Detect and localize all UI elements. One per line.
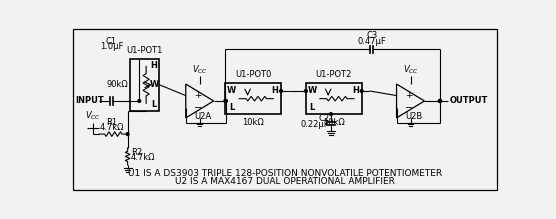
- Text: L: L: [151, 100, 157, 109]
- Text: 0.22μF: 0.22μF: [301, 120, 330, 129]
- Text: 10kΩ: 10kΩ: [242, 118, 264, 127]
- Text: $V_{CC}$: $V_{CC}$: [192, 64, 207, 76]
- Circle shape: [280, 90, 282, 92]
- Text: U2 IS A MAX4167 DUAL OPERATIONAL AMPLIFIER: U2 IS A MAX4167 DUAL OPERATIONAL AMPLIFI…: [175, 177, 395, 185]
- Text: R1: R1: [107, 118, 118, 127]
- Circle shape: [305, 90, 307, 92]
- Text: U1-POT2: U1-POT2: [316, 71, 352, 79]
- Text: H: H: [151, 61, 157, 70]
- Text: $V_{CC}$: $V_{CC}$: [85, 109, 101, 122]
- Text: 4.7kΩ: 4.7kΩ: [131, 154, 155, 162]
- Text: U1-POT1: U1-POT1: [126, 46, 163, 55]
- Text: R2: R2: [131, 148, 142, 157]
- Text: +: +: [405, 91, 413, 100]
- Text: 4.7kΩ: 4.7kΩ: [100, 123, 125, 132]
- Text: U2B: U2B: [405, 112, 422, 121]
- Text: INPUT: INPUT: [76, 97, 105, 106]
- Circle shape: [360, 90, 363, 92]
- Circle shape: [138, 100, 141, 102]
- Text: H: H: [352, 87, 359, 95]
- Circle shape: [439, 100, 441, 102]
- Text: +: +: [195, 91, 202, 100]
- Text: W: W: [307, 87, 317, 95]
- Text: H: H: [271, 87, 279, 95]
- Circle shape: [224, 100, 227, 102]
- Text: C1: C1: [106, 37, 117, 46]
- Bar: [130, 59, 160, 111]
- Text: L: L: [310, 103, 315, 112]
- Bar: [225, 83, 281, 114]
- Text: −: −: [194, 103, 202, 113]
- Circle shape: [330, 113, 332, 115]
- Text: −: −: [405, 103, 413, 113]
- Circle shape: [438, 99, 441, 102]
- Text: U1-POT0: U1-POT0: [235, 71, 271, 79]
- Bar: [306, 83, 361, 114]
- Text: 0.47μF: 0.47μF: [358, 37, 386, 46]
- Text: C3: C3: [366, 31, 378, 40]
- Text: 10kΩ: 10kΩ: [323, 118, 345, 127]
- Text: $V_{CC}$: $V_{CC}$: [403, 64, 419, 76]
- Text: W: W: [150, 80, 158, 89]
- Text: OUTPUT: OUTPUT: [449, 97, 488, 106]
- Text: U1 IS A DS3903 TRIPLE 128-POSITION NONVOLATILE POTENTIOMETER: U1 IS A DS3903 TRIPLE 128-POSITION NONVO…: [128, 169, 442, 178]
- Text: 1.0μF: 1.0μF: [100, 42, 123, 51]
- Text: L: L: [229, 103, 234, 112]
- Text: W: W: [227, 87, 236, 95]
- Text: U2A: U2A: [194, 112, 211, 121]
- Text: 90kΩ: 90kΩ: [107, 80, 128, 89]
- Circle shape: [225, 100, 227, 102]
- Circle shape: [126, 133, 129, 136]
- Text: C2: C2: [318, 114, 330, 123]
